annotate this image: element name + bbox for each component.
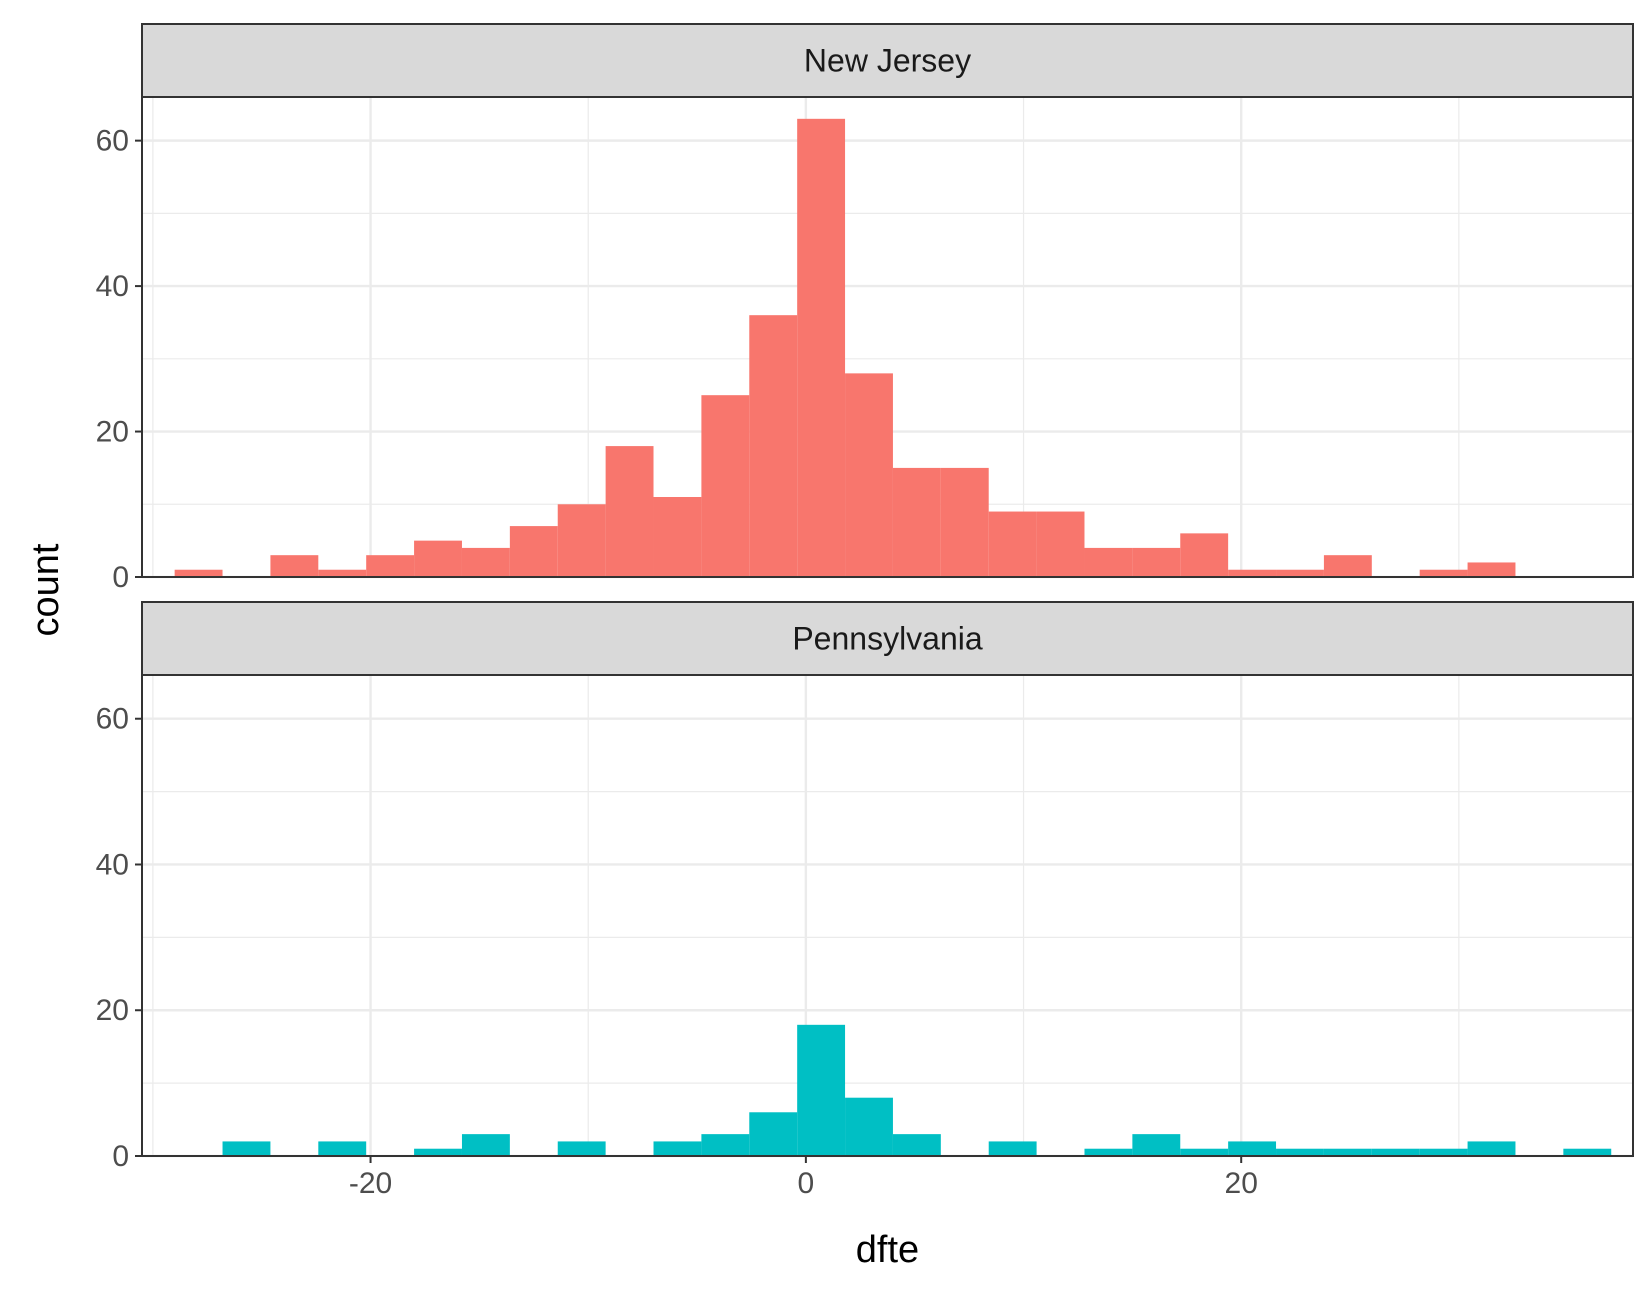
- panel-border: [141, 674, 1634, 1157]
- panel-border: [141, 96, 1634, 578]
- histogram-bar: [1276, 569, 1324, 577]
- y-tick-label: 40: [96, 848, 129, 881]
- facet-strip: [141, 23, 1634, 98]
- histogram-bar: [749, 315, 798, 577]
- histogram-bar: [318, 1141, 367, 1156]
- histogram-bar: [845, 373, 893, 577]
- histogram-bar: [557, 1141, 606, 1156]
- facet-strip: [141, 601, 1634, 676]
- histogram-bar: [1036, 511, 1085, 577]
- histogram-bar: [653, 1141, 702, 1156]
- histogram-bar: [557, 504, 606, 577]
- histogram-bar: [701, 395, 750, 577]
- histogram-bar: [414, 540, 462, 577]
- y-tick-label: 0: [112, 1140, 129, 1173]
- histogram-bar: [1228, 1141, 1277, 1156]
- y-axis-title: count: [25, 543, 67, 636]
- histogram-bar: [1563, 1148, 1612, 1156]
- histogram-bar: [1419, 1148, 1468, 1156]
- histogram-bar: [1467, 1141, 1516, 1156]
- y-tick-label: 20: [96, 994, 129, 1027]
- panel-background: [142, 675, 1633, 1156]
- histogram-bars: [222, 1024, 1612, 1156]
- histogram-bar: [1180, 533, 1229, 577]
- histogram-bar: [461, 1134, 510, 1156]
- histogram-bar: [1323, 555, 1372, 577]
- histogram-bar: [1180, 1148, 1229, 1156]
- x-tick-label: 20: [1225, 1167, 1258, 1200]
- y-tick-label: 60: [96, 125, 129, 158]
- histogram-bar: [749, 1112, 798, 1156]
- y-tick-label: 20: [96, 416, 129, 449]
- histogram-bar: [892, 467, 941, 577]
- facet-panel-2: Pennsylvania 0 20 40 60: [96, 601, 1634, 1173]
- histogram-bar: [509, 526, 558, 577]
- histogram-bar: [461, 547, 510, 577]
- histogram-bar: [797, 118, 846, 578]
- y-tick-label: 0: [112, 561, 129, 594]
- histogram-bar: [605, 446, 654, 577]
- histogram-bar: [414, 1148, 462, 1156]
- x-axis-title: dfte: [856, 1229, 919, 1271]
- histogram-bar: [1132, 547, 1181, 577]
- histogram-bar: [988, 1141, 1037, 1156]
- histogram-bar: [222, 1141, 271, 1156]
- histogram-bar: [797, 1024, 846, 1156]
- histogram-bar: [1084, 1148, 1133, 1156]
- histogram-bar: [1084, 547, 1133, 577]
- histogram-bar: [1323, 1148, 1372, 1156]
- histogram-bar: [988, 511, 1037, 577]
- histogram-bar: [1276, 1148, 1324, 1156]
- histogram-bar: [366, 555, 415, 577]
- histogram-bar: [318, 569, 367, 577]
- y-tick-label: 60: [96, 703, 129, 736]
- facet-panel-1: New Jersey 0 20 40 60: [96, 23, 1634, 594]
- facet-strip-label: Pennsylvania: [792, 621, 983, 657]
- histogram-bar: [1371, 1148, 1420, 1156]
- histogram-bar: [940, 467, 989, 577]
- histogram-bar: [270, 555, 319, 577]
- x-tick-label: -20: [349, 1167, 392, 1200]
- y-tick-label: 40: [96, 270, 129, 303]
- histogram-bar: [892, 1134, 941, 1156]
- histogram-bar: [1228, 569, 1277, 577]
- histogram-bar: [701, 1134, 750, 1156]
- histogram-bar: [1132, 1134, 1181, 1156]
- histogram-bar: [1467, 562, 1516, 577]
- histogram-bar: [174, 569, 223, 577]
- histogram-bar: [653, 497, 702, 577]
- histogram-bar: [1419, 569, 1468, 577]
- histogram-bar: [845, 1097, 893, 1156]
- histogram-bars: [174, 118, 1516, 578]
- facet-strip-label: New Jersey: [804, 43, 971, 79]
- x-tick-label: 0: [798, 1167, 815, 1200]
